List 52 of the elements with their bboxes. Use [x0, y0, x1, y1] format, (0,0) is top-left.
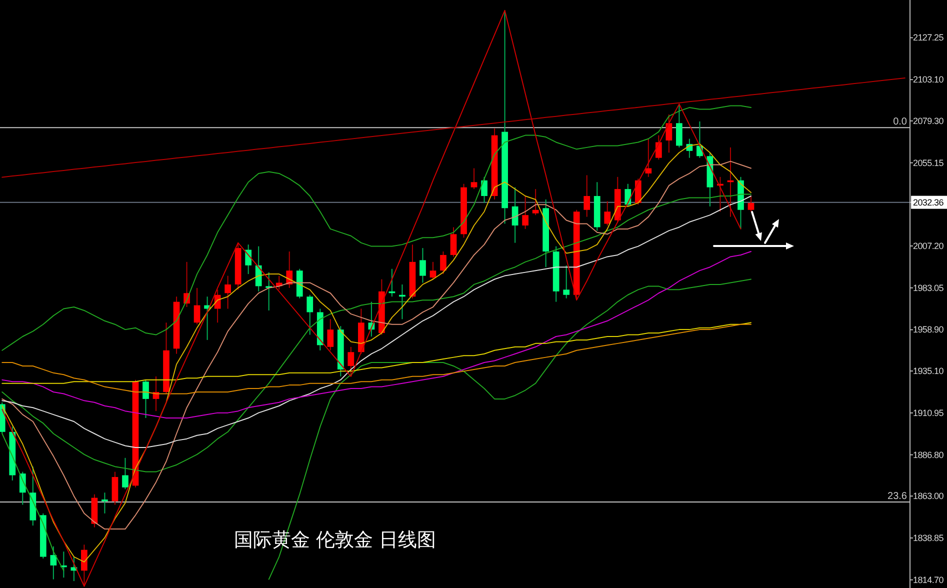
candlestick [266, 272, 272, 311]
candlestick [276, 275, 282, 290]
y-tick-label: 2127.25 [913, 32, 944, 43]
y-tick-label: 1983.05 [913, 282, 944, 293]
candlestick [624, 183, 632, 207]
line-series [2, 78, 906, 178]
candlestick [645, 138, 652, 178]
line-series [2, 10, 742, 587]
y-tick-label: 2079.30 [913, 116, 944, 126]
candlestick [194, 287, 200, 325]
y-tick-label: 1886.80 [913, 450, 944, 460]
candlestick [430, 261, 436, 280]
candlestick [748, 196, 754, 212]
candlestick [102, 492, 108, 514]
candlestick [532, 188, 539, 216]
candlestick [634, 178, 642, 206]
candlestick [655, 134, 662, 160]
line-series [2, 251, 752, 419]
candlestick [224, 275, 231, 310]
candlestick [306, 294, 314, 336]
y-tick-label: 1958.90 [913, 324, 944, 335]
candlestick [327, 318, 334, 351]
y-tick-label: 1863.00 [913, 491, 944, 502]
candlestick [420, 248, 426, 284]
candlestick [142, 379, 149, 419]
candlestick [604, 200, 611, 226]
candlestick [481, 176, 488, 204]
y-tick-label: 2103.10 [913, 74, 944, 85]
candlestick [348, 346, 354, 377]
candlestick [676, 104, 682, 148]
candlestick [470, 168, 478, 190]
annotation: 0.0 [893, 116, 908, 128]
y-tick-label: 1838.85 [913, 532, 944, 543]
y-tick-label: 2007.20 [913, 240, 944, 251]
candlestick [522, 196, 528, 230]
line-series [2, 105, 752, 351]
candlestick [122, 457, 128, 490]
y-tick-label: 2055.15 [913, 158, 944, 168]
y-tick-label: 1814.70 [913, 574, 944, 585]
y-tick-label: 1910.95 [913, 408, 944, 418]
candlestick [245, 244, 252, 275]
candlestick [666, 114, 672, 154]
y-tick-label: 2032.36 [913, 197, 944, 208]
candlestick [440, 251, 446, 275]
candlestick [81, 544, 88, 587]
y-tick-label: 1935.10 [913, 366, 944, 376]
line-series [2, 322, 752, 384]
candlestick [563, 264, 570, 299]
candlestick [450, 226, 457, 258]
annotation: 23.6 [888, 490, 908, 502]
candlestick [50, 546, 57, 580]
candlestick [584, 174, 590, 218]
